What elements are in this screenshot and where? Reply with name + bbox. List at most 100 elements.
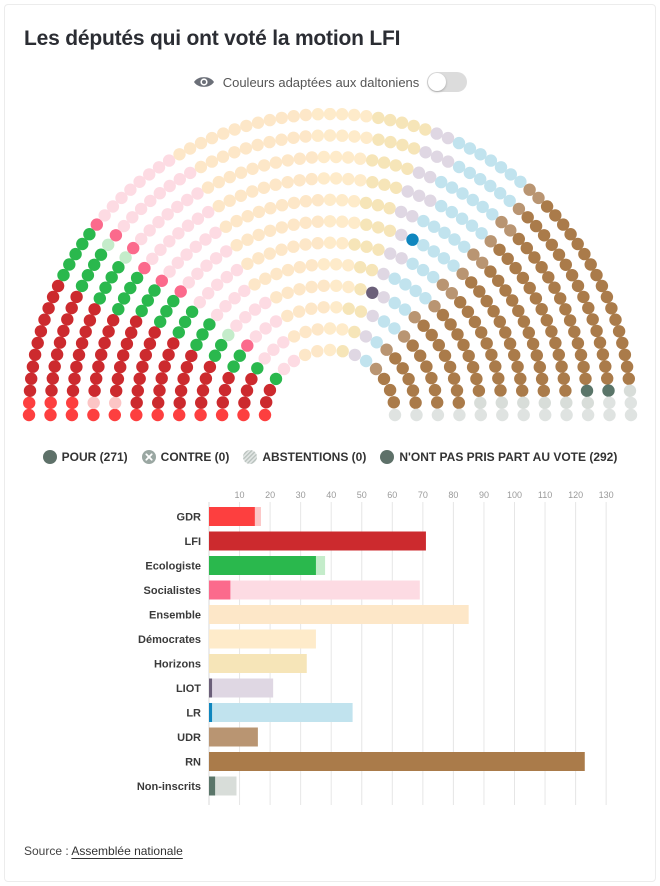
seat-dot[interactable] [167, 337, 180, 350]
seat-dot[interactable] [281, 263, 295, 277]
seat-dot[interactable] [347, 195, 361, 208]
seat-dot[interactable] [466, 193, 479, 207]
seat-dot[interactable] [241, 233, 254, 246]
seat-dot[interactable] [552, 348, 565, 361]
seat-dot[interactable] [380, 343, 393, 356]
seat-dot[interactable] [603, 408, 616, 422]
seat-dot[interactable] [66, 396, 79, 410]
seat-dot[interactable] [396, 138, 409, 152]
seat-dot[interactable] [496, 408, 509, 422]
seat-dot[interactable] [245, 372, 258, 386]
seat-dot[interactable] [191, 212, 205, 225]
seat-dot[interactable] [336, 129, 349, 142]
seat-dot[interactable] [199, 372, 213, 385]
seat-dot[interactable] [622, 372, 635, 385]
seat-dot[interactable] [222, 328, 235, 342]
seat-dot[interactable] [153, 384, 166, 397]
seat-dot[interactable] [436, 278, 449, 291]
seat-dot[interactable] [474, 408, 487, 422]
seat-dot[interactable] [348, 216, 361, 229]
seat-dot[interactable] [557, 218, 570, 231]
seat-dot[interactable] [535, 261, 548, 274]
seat-dot[interactable] [76, 237, 89, 251]
seat-dot[interactable] [560, 408, 573, 422]
seat-dot[interactable] [259, 322, 272, 335]
seat-dot[interactable] [590, 268, 603, 282]
seat-dot[interactable] [311, 108, 325, 121]
seat-dot[interactable] [144, 194, 157, 208]
seat-dot[interactable] [130, 396, 143, 409]
seat-dot[interactable] [412, 166, 426, 179]
seat-dot[interactable] [81, 269, 95, 282]
seat-dot[interactable] [174, 285, 187, 298]
seat-dot[interactable] [57, 324, 70, 338]
seat-dot[interactable] [480, 294, 493, 308]
seat-dot[interactable] [275, 221, 288, 234]
seat-dot[interactable] [474, 148, 487, 161]
seat-dot[interactable] [102, 325, 115, 338]
bar-pour[interactable] [209, 678, 213, 698]
seat-dot[interactable] [595, 279, 609, 293]
seat-dot[interactable] [401, 185, 414, 198]
seat-dot[interactable] [183, 142, 197, 155]
seat-dot[interactable] [239, 311, 252, 324]
seat-dot[interactable] [65, 408, 79, 422]
seat-dot[interactable] [139, 348, 152, 362]
seat-dot[interactable] [360, 110, 373, 123]
seat-dot[interactable] [435, 175, 448, 189]
bar-pour[interactable] [209, 531, 426, 551]
seat-dot[interactable] [107, 314, 120, 327]
seat-dot[interactable] [508, 348, 521, 362]
seat-dot[interactable] [359, 354, 373, 368]
seat-dot[interactable] [476, 256, 489, 269]
seat-dot[interactable] [299, 108, 312, 122]
seat-dot[interactable] [269, 178, 282, 191]
seat-dot[interactable] [476, 200, 489, 214]
seat-dot[interactable] [545, 325, 558, 338]
seat-dot[interactable] [406, 384, 420, 397]
seat-dot[interactable] [596, 348, 610, 361]
seat-dot[interactable] [172, 326, 185, 339]
seat-dot[interactable] [160, 305, 173, 318]
seat-dot[interactable] [185, 349, 198, 363]
seat-dot[interactable] [456, 187, 469, 200]
seat-dot[interactable] [427, 270, 440, 284]
seat-dot[interactable] [430, 150, 444, 163]
seat-dot[interactable] [528, 251, 541, 264]
seat-dot[interactable] [435, 199, 448, 213]
seat-dot[interactable] [146, 252, 159, 265]
seat-dot[interactable] [125, 326, 138, 339]
seat-dot[interactable] [480, 337, 493, 350]
seat-dot[interactable] [200, 259, 213, 272]
seat-dot[interactable] [425, 371, 438, 385]
seat-dot[interactable] [366, 176, 379, 189]
seat-dot[interactable] [443, 360, 457, 374]
seat-dot[interactable] [389, 159, 402, 172]
bar-pour[interactable] [209, 580, 231, 600]
seat-dot[interactable] [406, 339, 419, 352]
seat-dot[interactable] [387, 396, 400, 409]
seat-dot[interactable] [409, 396, 422, 409]
seat-dot[interactable] [70, 360, 83, 374]
seat-dot[interactable] [195, 396, 208, 409]
seat-dot[interactable] [590, 324, 603, 338]
seat-dot[interactable] [323, 322, 337, 335]
seat-dot[interactable] [436, 308, 450, 322]
seat-dot[interactable] [222, 371, 235, 385]
seat-dot[interactable] [230, 263, 244, 277]
seat-dot[interactable] [189, 240, 202, 253]
seat-dot[interactable] [133, 175, 146, 188]
seat-dot[interactable] [263, 135, 276, 149]
seat-dot[interactable] [462, 349, 475, 363]
seat-dot[interactable] [419, 292, 432, 305]
seat-dot[interactable] [241, 257, 254, 270]
seat-dot[interactable] [152, 161, 166, 174]
seat-dot[interactable] [388, 408, 402, 422]
seat-dot[interactable] [155, 274, 168, 287]
seat-dot[interactable] [228, 292, 241, 305]
seat-dot[interactable] [342, 259, 355, 272]
seat-dot[interactable] [180, 361, 194, 374]
seat-dot[interactable] [377, 267, 390, 281]
seat-dot[interactable] [293, 261, 306, 274]
seat-dot[interactable] [444, 318, 457, 331]
